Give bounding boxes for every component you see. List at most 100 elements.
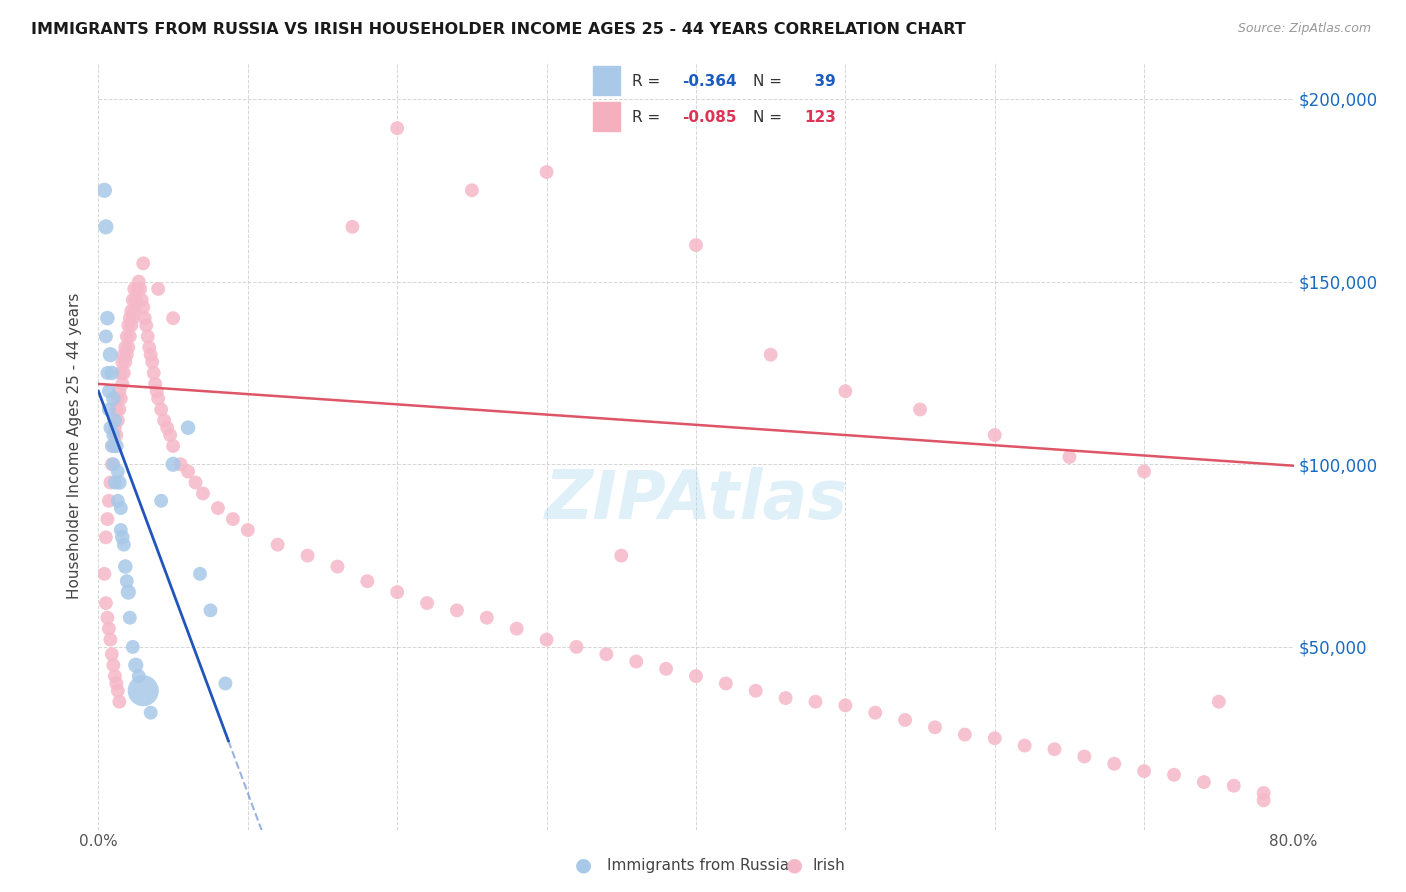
Point	[759, 348, 782, 362]
Point	[110, 392, 132, 406]
Point	[124, 303, 146, 318]
Point	[98, 632, 122, 647]
Point	[115, 329, 138, 343]
Point	[342, 219, 364, 234]
Point	[120, 318, 142, 333]
Point	[104, 475, 127, 490]
Point	[103, 658, 125, 673]
Point	[1253, 786, 1275, 800]
Point	[93, 566, 115, 581]
Point	[104, 421, 127, 435]
Point	[94, 219, 117, 234]
Point	[356, 574, 378, 589]
Point	[98, 348, 122, 362]
Text: R =: R =	[631, 74, 665, 89]
Point	[107, 413, 129, 427]
Point	[134, 311, 156, 326]
Point	[112, 348, 135, 362]
Point	[685, 669, 707, 683]
Point	[121, 293, 143, 307]
Point	[655, 662, 678, 676]
Point	[385, 121, 409, 136]
Text: 39: 39	[804, 74, 837, 89]
Point	[111, 355, 134, 369]
Point	[114, 559, 136, 574]
Point	[236, 523, 259, 537]
Point	[894, 713, 917, 727]
Point	[108, 475, 131, 490]
Point	[475, 610, 498, 624]
Point	[834, 698, 856, 713]
Text: N =: N =	[752, 74, 786, 89]
Point	[685, 238, 707, 252]
Text: IMMIGRANTS FROM RUSSIA VS IRISH HOUSEHOLDER INCOME AGES 25 - 44 YEARS CORRELATIO: IMMIGRANTS FROM RUSSIA VS IRISH HOUSEHOL…	[31, 22, 966, 37]
Point	[96, 512, 118, 526]
Point	[222, 512, 245, 526]
Point	[101, 366, 124, 380]
Point	[120, 303, 142, 318]
Point	[112, 538, 135, 552]
Point	[112, 366, 135, 380]
Point	[101, 647, 124, 661]
Point	[565, 640, 588, 654]
Point	[162, 311, 184, 326]
Point	[1133, 764, 1156, 778]
Point	[142, 366, 165, 380]
Point	[1192, 775, 1215, 789]
Y-axis label: Householder Income Ages 25 - 44 years: Householder Income Ages 25 - 44 years	[67, 293, 83, 599]
Point	[128, 669, 150, 683]
Text: ZIPAtlas: ZIPAtlas	[544, 467, 848, 533]
Point	[107, 683, 129, 698]
Point	[96, 610, 118, 624]
Point	[159, 428, 181, 442]
Point	[138, 340, 160, 354]
Point	[1208, 695, 1230, 709]
Point	[536, 165, 558, 179]
Point	[127, 282, 149, 296]
Point	[804, 695, 827, 709]
Point	[117, 340, 139, 354]
Point	[908, 402, 931, 417]
Point	[101, 439, 124, 453]
Text: 123: 123	[804, 110, 837, 125]
Point	[162, 457, 184, 471]
Point	[745, 683, 768, 698]
Point	[103, 428, 125, 442]
Point	[93, 183, 115, 197]
Point	[128, 275, 150, 289]
Point	[132, 300, 155, 314]
Point	[1073, 749, 1095, 764]
Point	[416, 596, 439, 610]
Point	[714, 676, 737, 690]
Point	[105, 428, 128, 442]
Point	[150, 402, 173, 417]
Point	[111, 376, 134, 391]
Point	[1223, 779, 1246, 793]
Point	[1253, 793, 1275, 807]
Point	[121, 640, 143, 654]
Point	[1014, 739, 1036, 753]
Point	[148, 392, 170, 406]
Point	[110, 501, 132, 516]
Point	[124, 282, 146, 296]
Point	[162, 439, 184, 453]
Point	[595, 647, 617, 661]
Text: ●: ●	[575, 855, 592, 875]
Bar	[592, 66, 620, 95]
Point	[96, 366, 118, 380]
Point	[107, 493, 129, 508]
Point	[117, 585, 139, 599]
Point	[132, 683, 155, 698]
Point	[207, 501, 229, 516]
Point	[96, 311, 118, 326]
Point	[1104, 756, 1126, 771]
Bar	[592, 102, 620, 130]
Point	[125, 658, 148, 673]
Point	[177, 421, 200, 435]
Text: Immigrants from Russia: Immigrants from Russia	[607, 858, 790, 872]
Point	[108, 384, 131, 399]
Point	[153, 413, 176, 427]
Point	[156, 421, 179, 435]
Point	[107, 465, 129, 479]
Point	[297, 549, 319, 563]
